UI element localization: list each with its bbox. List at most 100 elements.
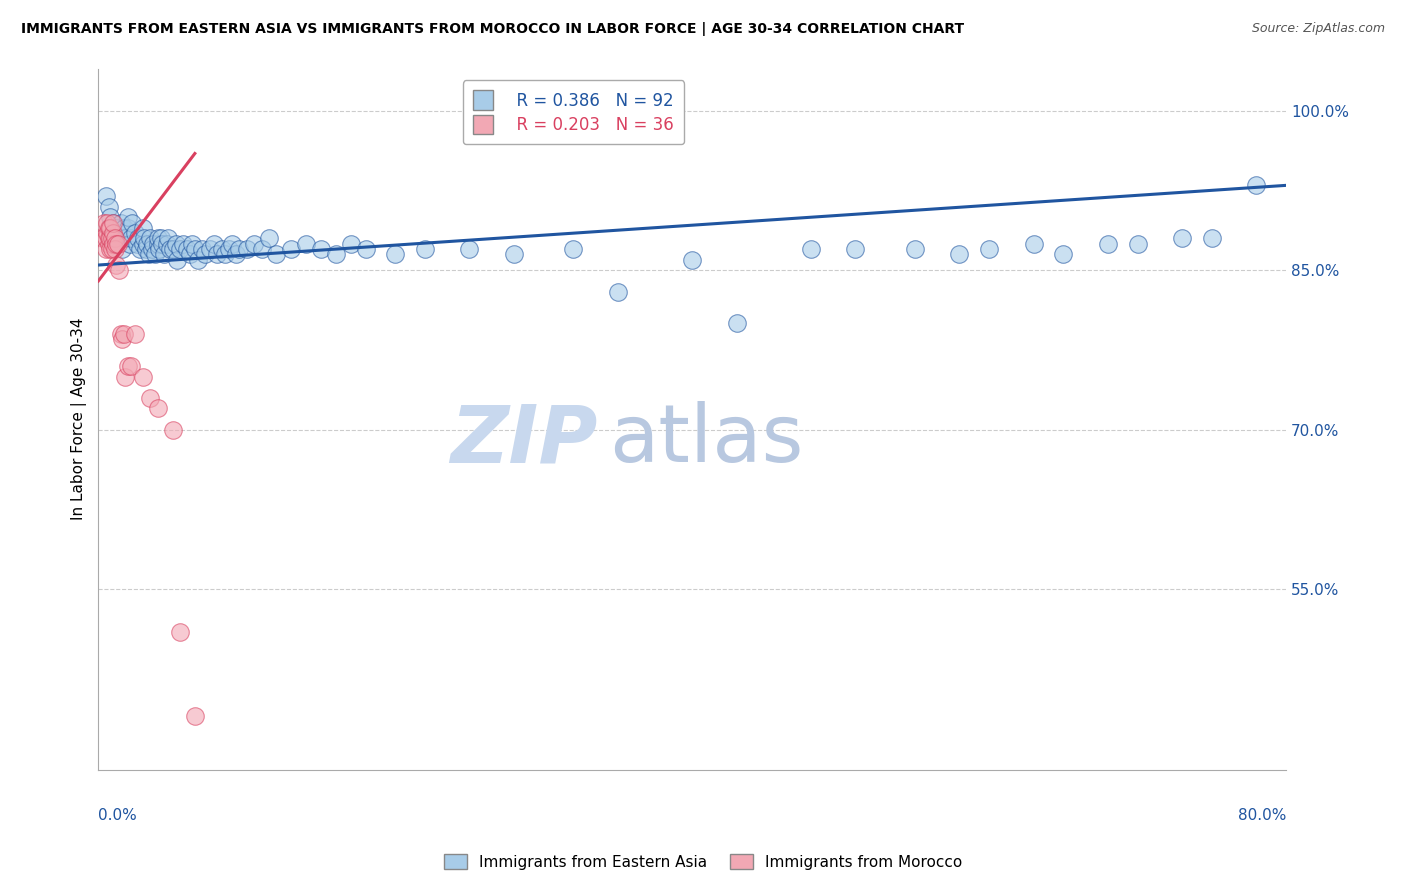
Point: [169, 242, 191, 256]
Point: [94, 242, 117, 256]
Point: [93, 215, 115, 229]
Text: Source: ZipAtlas.com: Source: ZipAtlas.com: [1251, 22, 1385, 36]
Point: [97, 231, 120, 245]
Point: [202, 236, 225, 251]
Point: [214, 247, 236, 261]
Point: [1246, 178, 1268, 193]
Point: [172, 236, 194, 251]
Text: IMMIGRANTS FROM EASTERN ASIA VS IMMIGRANTS FROM MOROCCO IN LABOR FORCE | AGE 30-: IMMIGRANTS FROM EASTERN ASIA VS IMMIGRAN…: [21, 22, 965, 37]
Point: [236, 242, 259, 256]
Point: [103, 236, 125, 251]
Point: [97, 220, 120, 235]
Point: [149, 231, 172, 245]
Point: [1052, 247, 1074, 261]
Point: [146, 236, 169, 251]
Point: [132, 220, 155, 235]
Point: [198, 242, 221, 256]
Point: [152, 247, 174, 261]
Point: [111, 332, 134, 346]
Point: [977, 242, 1000, 256]
Point: [96, 215, 118, 229]
Point: [136, 236, 159, 251]
Point: [162, 242, 184, 256]
Point: [184, 242, 207, 256]
Point: [184, 709, 207, 723]
Point: [169, 624, 191, 639]
Point: [134, 231, 156, 245]
Point: [800, 242, 823, 256]
Point: [105, 220, 128, 235]
Point: [162, 423, 184, 437]
Point: [107, 226, 129, 240]
Point: [179, 247, 201, 261]
Point: [211, 242, 233, 256]
Point: [1171, 231, 1194, 245]
Point: [132, 369, 155, 384]
Point: [143, 247, 166, 261]
Point: [325, 247, 347, 261]
Point: [104, 231, 127, 245]
Point: [166, 252, 188, 267]
Point: [948, 247, 970, 261]
Point: [121, 215, 143, 229]
Point: [1022, 236, 1045, 251]
Point: [124, 226, 146, 240]
Point: [157, 231, 180, 245]
Point: [218, 242, 240, 256]
Point: [309, 242, 332, 256]
Point: [120, 359, 142, 373]
Point: [105, 236, 128, 251]
Point: [94, 189, 117, 203]
Point: [228, 242, 250, 256]
Point: [112, 220, 135, 235]
Point: [104, 242, 127, 256]
Point: [180, 236, 202, 251]
Point: [107, 236, 129, 251]
Point: [221, 236, 243, 251]
Point: [114, 231, 136, 245]
Point: [1126, 236, 1149, 251]
Text: atlas: atlas: [609, 401, 803, 479]
Point: [125, 236, 148, 251]
Point: [266, 247, 288, 261]
Point: [98, 242, 121, 256]
Point: [135, 242, 157, 256]
Point: [139, 231, 162, 245]
Point: [118, 236, 141, 251]
Point: [225, 247, 247, 261]
Y-axis label: In Labor Force | Age 30-34: In Labor Force | Age 30-34: [72, 318, 87, 520]
Point: [103, 231, 125, 245]
Point: [458, 242, 481, 256]
Point: [562, 242, 585, 256]
Point: [98, 220, 121, 235]
Point: [97, 200, 120, 214]
Point: [295, 236, 318, 251]
Point: [138, 247, 160, 261]
Point: [150, 236, 173, 251]
Point: [120, 231, 142, 245]
Point: [132, 236, 155, 251]
Point: [159, 242, 181, 256]
Point: [97, 236, 120, 251]
Point: [176, 242, 198, 256]
Point: [127, 231, 149, 245]
Point: [142, 236, 165, 251]
Point: [112, 327, 135, 342]
Point: [117, 359, 139, 373]
Point: [384, 247, 406, 261]
Point: [250, 242, 273, 256]
Point: [205, 247, 228, 261]
Point: [129, 242, 152, 256]
Point: [91, 231, 114, 245]
Text: 80.0%: 80.0%: [1237, 808, 1286, 823]
Legend:   R = 0.386   N = 92,   R = 0.203   N = 36: R = 0.386 N = 92, R = 0.203 N = 36: [463, 80, 683, 144]
Point: [1201, 231, 1223, 245]
Point: [100, 231, 122, 245]
Text: ZIP: ZIP: [450, 401, 598, 479]
Point: [94, 231, 117, 245]
Point: [103, 215, 125, 229]
Point: [146, 401, 169, 416]
Point: [413, 242, 436, 256]
Point: [844, 242, 866, 256]
Point: [141, 242, 163, 256]
